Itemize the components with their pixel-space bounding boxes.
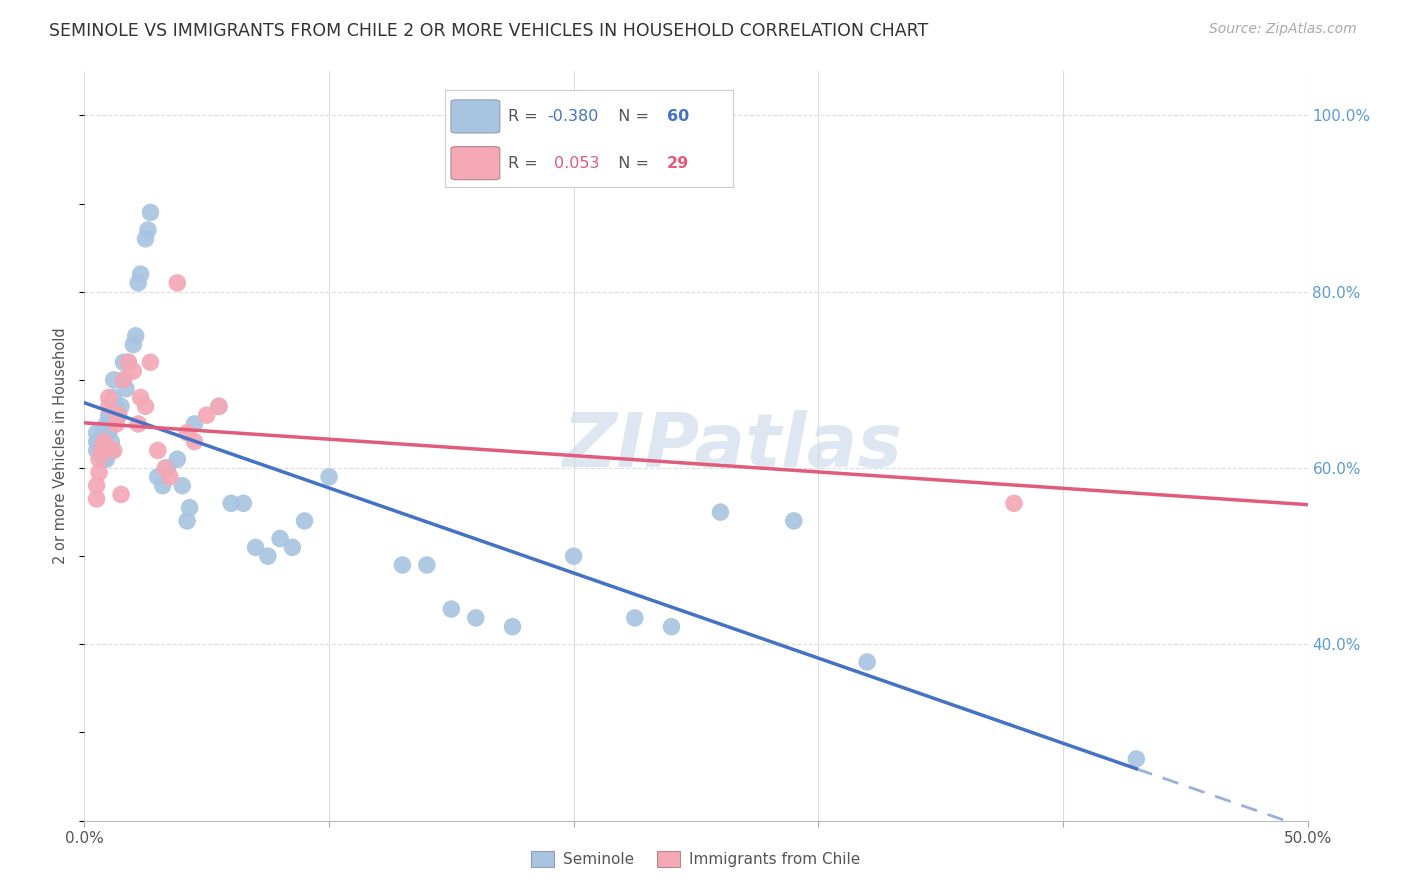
Point xyxy=(245,541,267,555)
Point xyxy=(117,355,139,369)
Point xyxy=(90,443,112,458)
Point xyxy=(125,328,148,343)
Point xyxy=(135,400,157,414)
Point xyxy=(100,434,122,449)
Point xyxy=(856,655,879,669)
Point xyxy=(97,400,120,414)
Point xyxy=(112,373,135,387)
Text: SEMINOLE VS IMMIGRANTS FROM CHILE 2 OR MORE VEHICLES IN HOUSEHOLD CORRELATION CH: SEMINOLE VS IMMIGRANTS FROM CHILE 2 OR M… xyxy=(49,22,928,40)
Point xyxy=(86,491,108,506)
Point xyxy=(90,434,112,449)
Point xyxy=(624,611,647,625)
Point xyxy=(502,620,524,634)
Point xyxy=(96,417,118,431)
Point xyxy=(176,425,198,440)
Point xyxy=(136,223,159,237)
Point xyxy=(87,466,110,480)
Point xyxy=(153,461,176,475)
Point xyxy=(135,232,157,246)
Point xyxy=(103,373,125,387)
Point xyxy=(1125,752,1147,766)
Point xyxy=(107,408,129,422)
Point xyxy=(87,452,110,467)
Point xyxy=(440,602,463,616)
Point xyxy=(208,400,231,414)
Point xyxy=(107,408,129,422)
Point xyxy=(709,505,731,519)
Legend: Seminole, Immigrants from Chile: Seminole, Immigrants from Chile xyxy=(524,845,868,873)
Point xyxy=(117,355,139,369)
Point xyxy=(96,439,118,453)
Point xyxy=(176,514,198,528)
Point xyxy=(183,434,205,449)
Point xyxy=(127,276,149,290)
Point xyxy=(96,452,118,467)
Point xyxy=(86,443,108,458)
Point xyxy=(294,514,316,528)
Point xyxy=(464,611,486,625)
Point xyxy=(93,434,115,449)
Point xyxy=(103,391,125,405)
Point xyxy=(129,391,152,405)
Point xyxy=(562,549,585,564)
Point xyxy=(86,434,108,449)
Point xyxy=(195,408,218,422)
Point xyxy=(115,382,138,396)
Point xyxy=(166,276,188,290)
Point xyxy=(391,558,413,572)
Point xyxy=(96,439,118,453)
Point xyxy=(90,448,112,462)
Point xyxy=(105,408,128,422)
Point xyxy=(86,478,108,492)
Point xyxy=(97,408,120,422)
Point xyxy=(208,400,231,414)
Point xyxy=(661,620,683,634)
Point xyxy=(146,443,169,458)
Point xyxy=(103,443,125,458)
Point xyxy=(139,355,162,369)
Point xyxy=(97,391,120,405)
Point xyxy=(416,558,439,572)
Point xyxy=(318,470,340,484)
Point xyxy=(156,461,179,475)
Point xyxy=(146,470,169,484)
Point xyxy=(219,496,242,510)
Point xyxy=(105,400,128,414)
Point xyxy=(112,373,135,387)
Text: Source: ZipAtlas.com: Source: ZipAtlas.com xyxy=(1209,22,1357,37)
Point xyxy=(159,470,181,484)
Point xyxy=(110,400,132,414)
Point xyxy=(93,452,115,467)
Point xyxy=(232,496,254,510)
Point xyxy=(257,549,280,564)
Point xyxy=(122,364,145,378)
Point xyxy=(110,487,132,501)
Point xyxy=(179,500,201,515)
Point xyxy=(1002,496,1025,510)
Point xyxy=(93,425,115,440)
Point xyxy=(129,267,152,281)
Point xyxy=(105,417,128,431)
Point xyxy=(139,205,162,219)
Point xyxy=(112,355,135,369)
Point xyxy=(269,532,291,546)
Y-axis label: 2 or more Vehicles in Household: 2 or more Vehicles in Household xyxy=(53,327,69,565)
Point xyxy=(183,417,205,431)
Point xyxy=(97,425,120,440)
Point xyxy=(172,478,194,492)
Point xyxy=(86,425,108,440)
Point xyxy=(166,452,188,467)
Point xyxy=(122,337,145,351)
Point xyxy=(152,478,174,492)
Point xyxy=(783,514,806,528)
Point xyxy=(281,541,304,555)
Point xyxy=(127,417,149,431)
Point xyxy=(100,443,122,458)
Text: ZIPatlas: ZIPatlas xyxy=(562,409,903,483)
